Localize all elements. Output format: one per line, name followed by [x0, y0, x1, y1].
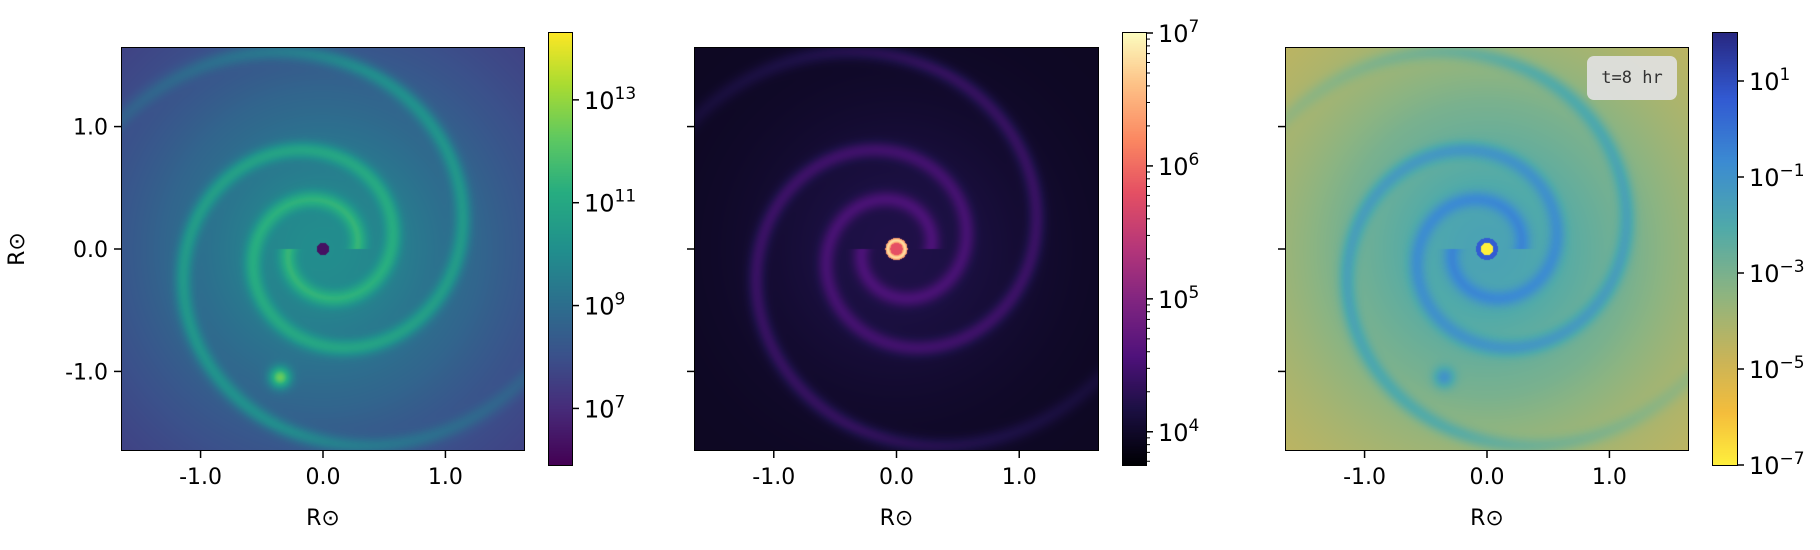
colorbar-tick-label: 105	[1158, 283, 1199, 314]
colorbar-tick-label: 107	[1158, 17, 1199, 48]
colorbar-tick-label: 1011	[584, 187, 636, 218]
x-tick-label: -1.0	[179, 465, 222, 490]
colorbar-tick-label: 107	[584, 392, 625, 423]
y-axis-label: R⊙	[5, 232, 30, 266]
panel-1-density-map	[121, 47, 525, 451]
colorbar-tick-label: 104	[1158, 416, 1199, 447]
panel-2-colorbar	[1122, 32, 1147, 466]
colorbar-tick-label: 10−1	[1749, 161, 1805, 192]
colorbar-tick-label: 10−7	[1749, 449, 1805, 480]
colorbar-tick-label: 1013	[584, 84, 636, 115]
x-tick-label: 0.0	[879, 465, 914, 490]
x-axis-label: R⊙	[1470, 506, 1504, 531]
panel-3-colorbar	[1712, 32, 1738, 466]
x-tick-label: 0.0	[1470, 465, 1505, 490]
panel-1-colorbar	[548, 32, 573, 466]
x-tick-label: -1.0	[1343, 465, 1386, 490]
x-tick-label: 1.0	[428, 465, 463, 490]
y-tick-label: 0.0	[73, 238, 108, 263]
colorbar-tick-label: 10−3	[1749, 257, 1805, 288]
x-tick-label: 1.0	[1592, 465, 1627, 490]
y-tick-label: 1.0	[73, 116, 108, 141]
colorbar-tick-label: 106	[1158, 150, 1199, 181]
y-tick-label: -1.0	[65, 360, 108, 385]
time-annotation: t=8 hr	[1587, 56, 1677, 100]
x-tick-label: -1.0	[752, 465, 795, 490]
x-tick-label: 1.0	[1002, 465, 1037, 490]
panel-3-ratio-map	[1285, 47, 1689, 451]
x-axis-label: R⊙	[880, 506, 914, 531]
colorbar-tick-label: 10−5	[1749, 353, 1805, 384]
x-tick-label: 0.0	[306, 465, 341, 490]
panel-2-temperature-map	[694, 47, 1099, 451]
x-axis-label: R⊙	[306, 506, 340, 531]
colorbar-tick-label: 109	[584, 290, 625, 321]
colorbar-tick-label: 101	[1749, 65, 1790, 96]
